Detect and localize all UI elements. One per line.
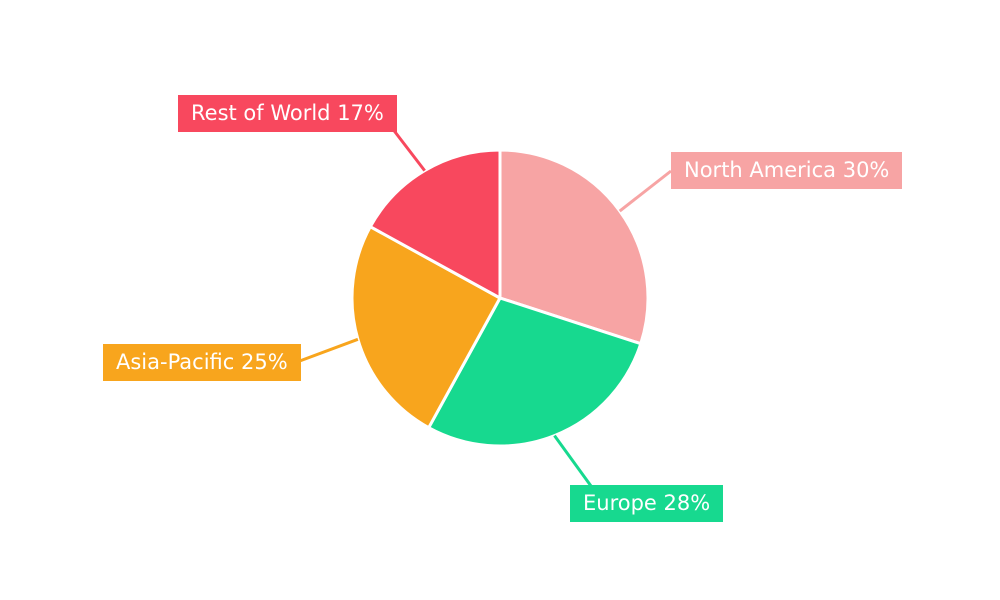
leader-line-north-america [618,169,672,213]
pie-slice-rest-of-world [368,148,502,300]
leader-line-europe [553,434,593,487]
pie-slice-asia-pacific [350,225,502,430]
leader-line-asia-pacific [296,337,359,364]
pie-label-north-america: North America 30% [671,152,903,189]
pie-label-rest-of-world: Rest of World 17% [178,95,397,132]
pie-label-asia-pacific: Asia-Pacific 25% [103,344,301,381]
pie-label-europe: Europe 28% [570,485,724,522]
leader-line-rest-of-world [390,127,426,172]
pie-slice-europe [427,296,643,448]
